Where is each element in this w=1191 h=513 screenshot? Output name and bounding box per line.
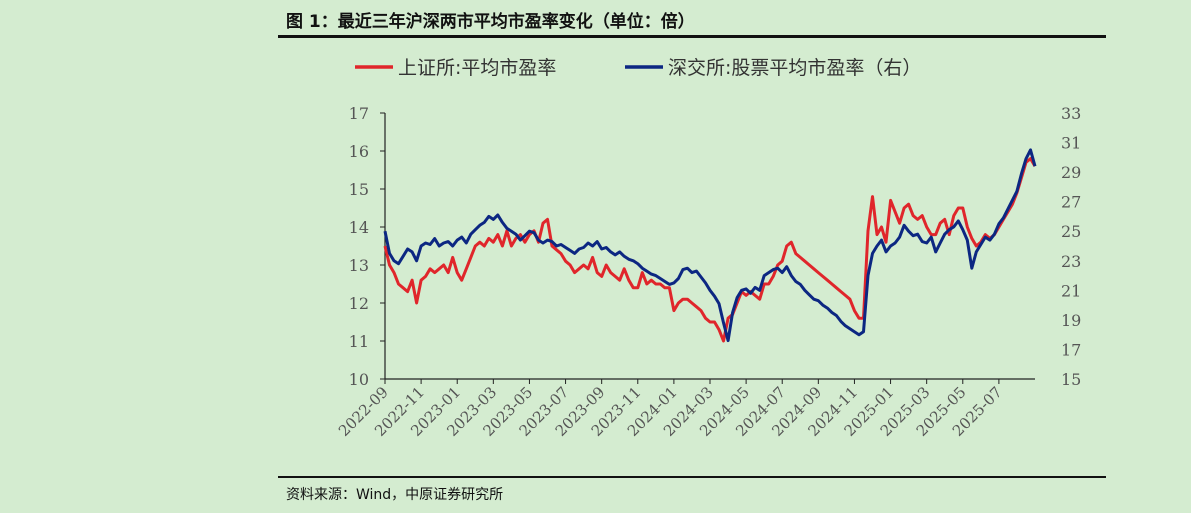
source-note: 资料来源：Wind，中原证券研究所 xyxy=(286,487,504,503)
y-right-tick-label: 17 xyxy=(1061,340,1081,359)
legend: 上证所:平均市盈率 深交所:股票平均市盈率（右） xyxy=(355,57,921,79)
y-right-tick-label: 21 xyxy=(1061,281,1081,300)
y-right-tick-label: 33 xyxy=(1061,104,1081,123)
legend-label-sse: 上证所:平均市盈率 xyxy=(398,57,556,79)
y-right-tick-label: 19 xyxy=(1061,311,1081,330)
figure-title: 图 1：最近三年沪深两市平均市盈率变化（单位：倍） xyxy=(286,12,695,32)
y-left-tick-label: 17 xyxy=(349,104,369,123)
y-right-tick-label: 15 xyxy=(1061,370,1081,389)
series-lines xyxy=(383,148,1037,343)
series-line-sse xyxy=(383,157,1037,343)
y-left-tick-label: 16 xyxy=(349,142,369,161)
bottom-rule xyxy=(278,476,1106,478)
y-left-tick-label: 14 xyxy=(349,218,369,237)
legend-label-szse: 深交所:股票平均市盈率（右） xyxy=(668,57,921,79)
y-left-tick-label: 15 xyxy=(349,180,369,199)
y-right-tick-label: 23 xyxy=(1061,252,1081,271)
y-right-tick-label: 29 xyxy=(1061,163,1081,182)
y-right-tick-label: 31 xyxy=(1061,134,1081,153)
y-right-tick-label: 27 xyxy=(1061,193,1081,212)
y-left-tick-label: 11 xyxy=(349,332,369,351)
series-line-szse xyxy=(383,148,1037,343)
top-rule xyxy=(278,35,1106,38)
y-left-tick-label: 10 xyxy=(349,370,369,389)
y-left-tick-label: 13 xyxy=(349,256,369,275)
y-right-tick-label: 25 xyxy=(1061,222,1081,241)
y-left-tick-label: 12 xyxy=(349,294,369,313)
